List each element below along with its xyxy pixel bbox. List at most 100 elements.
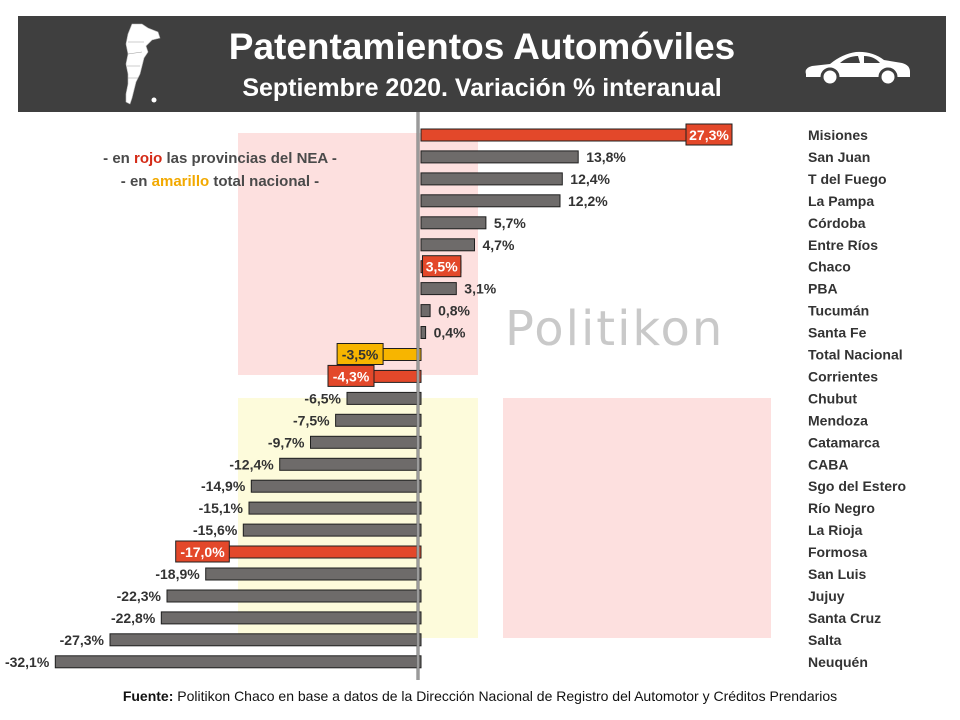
- source-note: Fuente: Politikon Chaco en base a datos …: [0, 688, 960, 704]
- argentina-map-icon: [125, 23, 161, 105]
- value-label-la-rioja: -15,6%: [193, 522, 238, 538]
- category-label-santa-cruz: Santa Cruz: [808, 610, 881, 626]
- value-label-misiones: 27,3%: [689, 127, 729, 143]
- bar-la-pampa: [420, 194, 561, 208]
- bar-sgo-del-estero: [250, 479, 422, 493]
- bar-salta: [109, 633, 422, 647]
- value-label-cordoba: 5,7%: [494, 215, 526, 231]
- chart-title: Patentamientos Automóviles: [228, 26, 736, 67]
- category-label-neuquen: Neuquén: [808, 654, 868, 670]
- bar-total-nacional: [380, 348, 422, 361]
- value-label-tucuman: 0,8%: [438, 303, 470, 319]
- category-label-caba: CABA: [808, 456, 848, 472]
- value-label-rio-negro: -15,1%: [199, 500, 244, 516]
- value-label-pba: 3,1%: [464, 281, 496, 297]
- category-label-santa-fe: Santa Fe: [808, 325, 867, 341]
- legend-national: - en amarillo total nacional -: [40, 173, 400, 190]
- category-label-pba: PBA: [808, 281, 838, 297]
- value-label-sgo-del-estero: -14,9%: [201, 478, 246, 494]
- value-label-box-misiones: [685, 123, 733, 146]
- category-label-la-pampa: La Pampa: [808, 193, 874, 209]
- source-label: Fuente:: [122, 688, 174, 704]
- legend-national-prefix: - en: [120, 173, 152, 190]
- bar-san-juan: [420, 150, 579, 164]
- category-label-catamarca: Catamarca: [808, 434, 880, 450]
- category-label-san-luis: San Luis: [808, 566, 867, 582]
- category-label-chaco: Chaco: [808, 259, 851, 275]
- category-label-jujuy: Jujuy: [808, 588, 845, 604]
- value-label-total-nacional: -3,5%: [342, 347, 379, 363]
- value-label-san-luis: -18,9%: [155, 566, 200, 582]
- value-label-box-chaco: [422, 255, 462, 278]
- bars-layer: [54, 128, 733, 669]
- bar-misiones: [420, 128, 733, 142]
- value-label-box-corrientes: [327, 364, 375, 387]
- bar-rio-negro: [248, 501, 422, 515]
- category-label-total-nacional: Total Nacional: [808, 347, 903, 363]
- category-label-sgo-del-estero: Sgo del Estero: [808, 478, 906, 494]
- legend-red-word: rojo: [134, 150, 163, 167]
- value-label-box-total-nacional: [336, 343, 384, 365]
- bar-formosa: [226, 545, 422, 559]
- category-label-tucuman: Tucumán: [808, 303, 869, 319]
- value-label-san-juan: 13,8%: [586, 149, 626, 165]
- category-label-entre-rios: Entre Ríos: [808, 237, 878, 253]
- bar-la-rioja: [242, 523, 422, 537]
- category-label-mendoza: Mendoza: [808, 412, 868, 428]
- value-label-box-formosa: [175, 540, 230, 563]
- header-banner: Patentamientos Automóviles Septiembre 20…: [18, 16, 946, 112]
- value-label-santa-cruz: -22,8%: [111, 610, 156, 626]
- value-label-neuquen: -32,1%: [5, 654, 50, 670]
- value-label-mendoza: -7,5%: [293, 412, 330, 428]
- category-label-cordoba: Córdoba: [808, 215, 866, 231]
- category-label-chubut: Chubut: [808, 390, 857, 406]
- bar-cordoba: [420, 216, 487, 230]
- bar-caba: [279, 457, 422, 471]
- car-icon: [805, 51, 910, 87]
- value-label-jujuy: -22,3%: [117, 588, 162, 604]
- category-label-corrientes: Corrientes: [808, 368, 878, 384]
- bar-neuquen: [54, 655, 422, 669]
- bar-corrientes: [371, 369, 422, 383]
- category-label-la-rioja: La Rioja: [808, 522, 863, 538]
- category-label-misiones: Misiones: [808, 127, 868, 143]
- value-label-corrientes: -4,3%: [333, 368, 370, 384]
- bar-tucuman: [420, 304, 431, 318]
- value-label-entre-rios: 4,7%: [483, 237, 515, 253]
- bar-mendoza: [335, 413, 422, 427]
- category-label-san-juan: San Juan: [808, 149, 870, 165]
- value-label-santa-fe: 0,4%: [434, 325, 466, 341]
- background-block-pink-bottom: [503, 398, 771, 638]
- legend-yellow-word: amarillo: [151, 173, 210, 190]
- category-label-formosa: Formosa: [808, 544, 867, 560]
- value-label-la-pampa: 12,2%: [568, 193, 608, 209]
- legend-nea-prefix: - en: [103, 150, 134, 167]
- bar-t-del-fuego: [420, 172, 563, 186]
- bar-san-luis: [205, 567, 422, 581]
- value-label-catamarca: -9,7%: [268, 434, 305, 450]
- bar-entre-rios: [420, 238, 475, 252]
- value-label-salta: -27,3%: [60, 632, 105, 648]
- bar-catamarca: [310, 435, 422, 449]
- value-label-caba: -12,4%: [229, 456, 274, 472]
- bar-santa-fe: [420, 326, 427, 339]
- legend-nea: - en rojo las provincias del NEA -: [40, 150, 400, 167]
- watermark: Politikon: [505, 301, 725, 357]
- bar-pba: [420, 282, 457, 296]
- bar-jujuy: [166, 589, 422, 603]
- labels-layer: Misiones 27,3% San Juan 13,8% T del Fuego 12,…: [5, 123, 906, 670]
- value-label-chubut: -6,5%: [304, 390, 341, 406]
- category-label-rio-negro: Río Negro: [808, 500, 875, 516]
- chart-subtitle: Septiembre 2020. Variación % interanual: [242, 74, 722, 102]
- value-label-chaco: 3,5%: [426, 259, 458, 275]
- legend-nea-suffix: las provincias del NEA -: [162, 150, 337, 167]
- category-label-salta: Salta: [808, 632, 842, 648]
- legend-national-suffix: total nacional -: [209, 173, 320, 190]
- bar-santa-cruz: [160, 611, 422, 625]
- source-text: Politikon Chaco en base a datos de la Di…: [173, 688, 838, 704]
- value-label-t-del-fuego: 12,4%: [570, 171, 610, 187]
- bar-chubut: [346, 391, 422, 405]
- value-label-formosa: -17,0%: [180, 544, 225, 560]
- category-label-t-del-fuego: T del Fuego: [808, 171, 887, 187]
